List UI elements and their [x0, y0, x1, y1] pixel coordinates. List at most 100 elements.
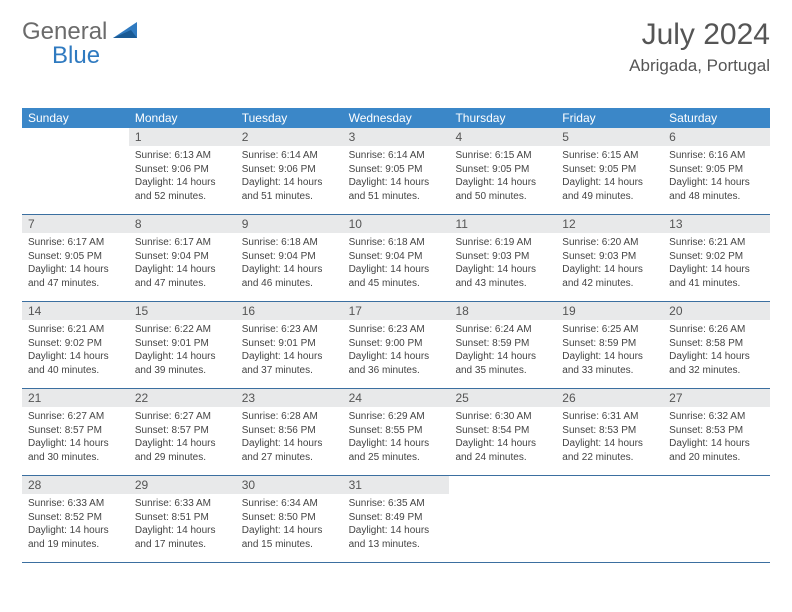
- day-cell: 27Sunrise: 6:32 AMSunset: 8:53 PMDayligh…: [663, 389, 770, 475]
- day-cell: 30Sunrise: 6:34 AMSunset: 8:50 PMDayligh…: [236, 476, 343, 562]
- day-details: [449, 480, 556, 489]
- day-details: Sunrise: 6:28 AMSunset: 8:56 PMDaylight:…: [236, 407, 343, 470]
- day-cell: 14Sunrise: 6:21 AMSunset: 9:02 PMDayligh…: [22, 302, 129, 388]
- day-cell: 26Sunrise: 6:31 AMSunset: 8:53 PMDayligh…: [556, 389, 663, 475]
- daylight-text: Daylight: 14 hours and 49 minutes.: [562, 176, 657, 203]
- title-block: July 2024 Abrigada, Portugal: [629, 18, 770, 76]
- day-details: Sunrise: 6:34 AMSunset: 8:50 PMDaylight:…: [236, 494, 343, 557]
- sunset-text: Sunset: 9:03 PM: [562, 250, 657, 264]
- sunset-text: Sunset: 9:05 PM: [349, 163, 444, 177]
- sunrise-text: Sunrise: 6:29 AM: [349, 410, 444, 424]
- day-cell: 7Sunrise: 6:17 AMSunset: 9:05 PMDaylight…: [22, 215, 129, 301]
- day-details: Sunrise: 6:23 AMSunset: 9:01 PMDaylight:…: [236, 320, 343, 383]
- sunset-text: Sunset: 9:02 PM: [669, 250, 764, 264]
- daylight-text: Daylight: 14 hours and 52 minutes.: [135, 176, 230, 203]
- day-cell: 17Sunrise: 6:23 AMSunset: 9:00 PMDayligh…: [343, 302, 450, 388]
- dow-wednesday: Wednesday: [343, 108, 450, 128]
- day-cell: 13Sunrise: 6:21 AMSunset: 9:02 PMDayligh…: [663, 215, 770, 301]
- day-details: [663, 480, 770, 489]
- day-details: Sunrise: 6:19 AMSunset: 9:03 PMDaylight:…: [449, 233, 556, 296]
- day-cell: 25Sunrise: 6:30 AMSunset: 8:54 PMDayligh…: [449, 389, 556, 475]
- sunrise-text: Sunrise: 6:20 AM: [562, 236, 657, 250]
- sunset-text: Sunset: 9:05 PM: [455, 163, 550, 177]
- day-details: Sunrise: 6:33 AMSunset: 8:51 PMDaylight:…: [129, 494, 236, 557]
- daylight-text: Daylight: 14 hours and 33 minutes.: [562, 350, 657, 377]
- daylight-text: Daylight: 14 hours and 22 minutes.: [562, 437, 657, 464]
- location: Abrigada, Portugal: [629, 56, 770, 76]
- daylight-text: Daylight: 14 hours and 48 minutes.: [669, 176, 764, 203]
- day-number: 22: [129, 389, 236, 407]
- logo-triangle-icon: [113, 20, 139, 45]
- day-number: 6: [663, 128, 770, 146]
- calendar-body: 1Sunrise: 6:13 AMSunset: 9:06 PMDaylight…: [22, 128, 770, 563]
- day-number: 14: [22, 302, 129, 320]
- sunrise-text: Sunrise: 6:32 AM: [669, 410, 764, 424]
- daylight-text: Daylight: 14 hours and 36 minutes.: [349, 350, 444, 377]
- day-details: Sunrise: 6:21 AMSunset: 9:02 PMDaylight:…: [663, 233, 770, 296]
- daylight-text: Daylight: 14 hours and 17 minutes.: [135, 524, 230, 551]
- day-cell: 11Sunrise: 6:19 AMSunset: 9:03 PMDayligh…: [449, 215, 556, 301]
- sunrise-text: Sunrise: 6:15 AM: [455, 149, 550, 163]
- daylight-text: Daylight: 14 hours and 20 minutes.: [669, 437, 764, 464]
- sunrise-text: Sunrise: 6:18 AM: [349, 236, 444, 250]
- sunset-text: Sunset: 8:58 PM: [669, 337, 764, 351]
- day-number: 5: [556, 128, 663, 146]
- sunset-text: Sunset: 8:59 PM: [455, 337, 550, 351]
- day-details: Sunrise: 6:16 AMSunset: 9:05 PMDaylight:…: [663, 146, 770, 209]
- day-number: 20: [663, 302, 770, 320]
- day-cell: 6Sunrise: 6:16 AMSunset: 9:05 PMDaylight…: [663, 128, 770, 214]
- daylight-text: Daylight: 14 hours and 51 minutes.: [242, 176, 337, 203]
- sunrise-text: Sunrise: 6:28 AM: [242, 410, 337, 424]
- day-cell: 22Sunrise: 6:27 AMSunset: 8:57 PMDayligh…: [129, 389, 236, 475]
- sunset-text: Sunset: 9:04 PM: [349, 250, 444, 264]
- day-cell: 18Sunrise: 6:24 AMSunset: 8:59 PMDayligh…: [449, 302, 556, 388]
- daylight-text: Daylight: 14 hours and 19 minutes.: [28, 524, 123, 551]
- day-details: Sunrise: 6:14 AMSunset: 9:05 PMDaylight:…: [343, 146, 450, 209]
- sunrise-text: Sunrise: 6:33 AM: [135, 497, 230, 511]
- day-number: 13: [663, 215, 770, 233]
- day-details: Sunrise: 6:32 AMSunset: 8:53 PMDaylight:…: [663, 407, 770, 470]
- day-number: 30: [236, 476, 343, 494]
- sunrise-text: Sunrise: 6:14 AM: [349, 149, 444, 163]
- sunrise-text: Sunrise: 6:27 AM: [135, 410, 230, 424]
- sunrise-text: Sunrise: 6:26 AM: [669, 323, 764, 337]
- daylight-text: Daylight: 14 hours and 46 minutes.: [242, 263, 337, 290]
- day-number: 3: [343, 128, 450, 146]
- sunrise-text: Sunrise: 6:31 AM: [562, 410, 657, 424]
- day-details: Sunrise: 6:21 AMSunset: 9:02 PMDaylight:…: [22, 320, 129, 383]
- day-of-week-header: Sunday Monday Tuesday Wednesday Thursday…: [22, 108, 770, 128]
- sunset-text: Sunset: 9:00 PM: [349, 337, 444, 351]
- day-details: Sunrise: 6:15 AMSunset: 9:05 PMDaylight:…: [449, 146, 556, 209]
- sunset-text: Sunset: 8:56 PM: [242, 424, 337, 438]
- day-cell: 4Sunrise: 6:15 AMSunset: 9:05 PMDaylight…: [449, 128, 556, 214]
- sunset-text: Sunset: 9:05 PM: [562, 163, 657, 177]
- sunrise-text: Sunrise: 6:30 AM: [455, 410, 550, 424]
- daylight-text: Daylight: 14 hours and 13 minutes.: [349, 524, 444, 551]
- day-cell: [556, 476, 663, 562]
- dow-friday: Friday: [556, 108, 663, 128]
- sunrise-text: Sunrise: 6:34 AM: [242, 497, 337, 511]
- day-number: 10: [343, 215, 450, 233]
- sunset-text: Sunset: 9:05 PM: [28, 250, 123, 264]
- day-details: Sunrise: 6:13 AMSunset: 9:06 PMDaylight:…: [129, 146, 236, 209]
- day-number: 8: [129, 215, 236, 233]
- day-cell: 16Sunrise: 6:23 AMSunset: 9:01 PMDayligh…: [236, 302, 343, 388]
- day-cell: [663, 476, 770, 562]
- daylight-text: Daylight: 14 hours and 50 minutes.: [455, 176, 550, 203]
- daylight-text: Daylight: 14 hours and 30 minutes.: [28, 437, 123, 464]
- sunset-text: Sunset: 8:59 PM: [562, 337, 657, 351]
- day-number: 16: [236, 302, 343, 320]
- daylight-text: Daylight: 14 hours and 41 minutes.: [669, 263, 764, 290]
- day-cell: 31Sunrise: 6:35 AMSunset: 8:49 PMDayligh…: [343, 476, 450, 562]
- day-cell: 20Sunrise: 6:26 AMSunset: 8:58 PMDayligh…: [663, 302, 770, 388]
- sunset-text: Sunset: 8:55 PM: [349, 424, 444, 438]
- day-details: Sunrise: 6:24 AMSunset: 8:59 PMDaylight:…: [449, 320, 556, 383]
- day-number: 26: [556, 389, 663, 407]
- day-cell: 1Sunrise: 6:13 AMSunset: 9:06 PMDaylight…: [129, 128, 236, 214]
- day-details: Sunrise: 6:20 AMSunset: 9:03 PMDaylight:…: [556, 233, 663, 296]
- day-cell: 28Sunrise: 6:33 AMSunset: 8:52 PMDayligh…: [22, 476, 129, 562]
- sunrise-text: Sunrise: 6:19 AM: [455, 236, 550, 250]
- day-details: [22, 132, 129, 141]
- day-cell: 2Sunrise: 6:14 AMSunset: 9:06 PMDaylight…: [236, 128, 343, 214]
- sunrise-text: Sunrise: 6:18 AM: [242, 236, 337, 250]
